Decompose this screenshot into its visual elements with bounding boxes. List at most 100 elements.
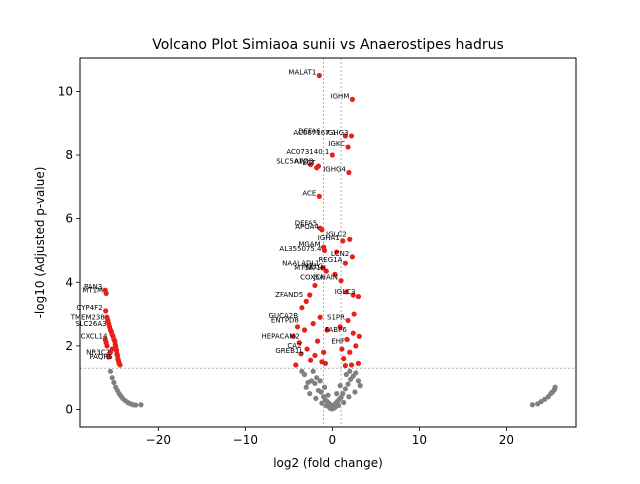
significant-point xyxy=(340,238,346,244)
gene-label: GUCA2B xyxy=(269,312,299,320)
gene-label: PAQR5 xyxy=(89,353,112,361)
gene-label: MGAM xyxy=(298,240,320,248)
significant-point xyxy=(349,96,355,102)
nonsignificant-point xyxy=(357,383,363,389)
nonsignificant-point xyxy=(552,384,558,390)
significant-point xyxy=(348,133,355,139)
nonsignificant-point xyxy=(107,368,114,374)
nonsignificant-point xyxy=(353,370,359,376)
significant-point xyxy=(109,346,115,352)
significant-point xyxy=(356,333,362,339)
x-axis-ticks: −20 −10 0 10 20 xyxy=(146,427,514,447)
significant-point xyxy=(324,327,330,333)
nonsignificant-point xyxy=(345,381,351,387)
significant-point xyxy=(321,349,327,355)
significant-point xyxy=(107,327,114,333)
nonsignificant-point xyxy=(355,378,362,384)
significant-point xyxy=(323,268,329,274)
y-tick-label: 4 xyxy=(65,275,73,289)
significant-point xyxy=(342,260,349,266)
y-tick-label: 2 xyxy=(65,339,73,353)
significant-point xyxy=(355,293,362,300)
significant-point xyxy=(350,330,356,336)
x-axis-label: log2 (fold change) xyxy=(273,456,383,470)
significant-point xyxy=(349,254,355,260)
nonsignificant-point xyxy=(529,402,536,408)
gene-label: CXCL14 xyxy=(81,333,108,341)
significant-point xyxy=(347,236,353,242)
gene-label: DEFA5 xyxy=(295,220,317,228)
gene-label: AC087167.1 xyxy=(293,129,336,137)
significant-point xyxy=(350,292,356,298)
nonsignificant-point xyxy=(347,368,353,374)
gene-label: LCT xyxy=(302,159,316,167)
x-tick-label: 10 xyxy=(412,433,427,447)
gene-label: COX5A xyxy=(300,274,324,282)
gene-label: APOB xyxy=(294,158,314,166)
significant-point xyxy=(104,314,110,320)
gene-label: MALAT1 xyxy=(288,68,316,76)
nonsignificant-point xyxy=(109,375,115,381)
significant-point xyxy=(316,193,322,199)
significant-point xyxy=(296,340,302,346)
gene-label: FABP6 xyxy=(325,326,347,334)
nonsignificant-point xyxy=(138,402,144,408)
gene-label: GREB1L xyxy=(275,347,303,355)
nonsignificant-point xyxy=(335,402,342,408)
y-tick-label: 6 xyxy=(65,212,73,226)
significant-point xyxy=(344,336,350,343)
gene-label: LCN2 xyxy=(331,250,349,258)
significant-point xyxy=(103,290,109,296)
significant-point xyxy=(341,356,347,362)
significant-point xyxy=(346,169,352,176)
gene-label: MT1H xyxy=(306,264,326,272)
significant-point xyxy=(103,308,109,314)
x-tick-label: 20 xyxy=(499,433,514,447)
gene-label: MT1G xyxy=(303,263,323,271)
significant-point xyxy=(298,351,304,357)
significant-point xyxy=(116,359,122,365)
gene-label: SLC5A12 xyxy=(276,158,307,166)
nonsignificant-point xyxy=(325,392,331,398)
significant-point xyxy=(112,341,118,347)
gene-label: MT1A xyxy=(294,264,314,272)
significant-point xyxy=(320,265,326,271)
nonsignificant-point xyxy=(352,389,358,395)
significant-point xyxy=(345,144,351,150)
gene-label: IGLC3 xyxy=(335,288,356,296)
gene-label: AL355075.4 xyxy=(279,245,322,253)
significant-point xyxy=(307,292,313,298)
gene-label: HEPACAM2 xyxy=(261,333,299,341)
gene-label: IGLC2 xyxy=(326,231,347,239)
significant-point xyxy=(301,327,308,333)
significant-point xyxy=(317,314,323,320)
nonsignificant-point xyxy=(299,368,305,374)
significant-point xyxy=(106,354,112,360)
gene-label: ENTPD8 xyxy=(271,317,299,325)
nonsignificant-point xyxy=(318,389,324,395)
gene-label: AC073140.1 xyxy=(286,148,329,156)
significant-point xyxy=(338,278,344,284)
nonsignificant-point xyxy=(323,403,329,409)
gene-label: DEFA6 xyxy=(298,127,321,135)
significant-point xyxy=(102,336,108,343)
nonsignificant-point xyxy=(319,400,325,406)
nonsignificant-point xyxy=(340,390,346,397)
significant-point xyxy=(111,336,117,343)
significant-point xyxy=(304,346,310,352)
y-axis-ticks: 0 2 4 6 8 10 xyxy=(58,84,80,417)
nonsignificant-point xyxy=(346,394,352,400)
significant-point xyxy=(345,317,351,324)
significant-point xyxy=(322,360,328,366)
significant-point xyxy=(316,72,322,79)
significant-point xyxy=(314,338,321,344)
significant-point xyxy=(315,163,322,169)
significant-point xyxy=(353,343,359,349)
gene-label: PAN3 xyxy=(84,283,102,291)
nonsignificant-point xyxy=(313,395,319,401)
x-tick-label: −10 xyxy=(233,433,258,447)
significant-point xyxy=(294,324,301,330)
